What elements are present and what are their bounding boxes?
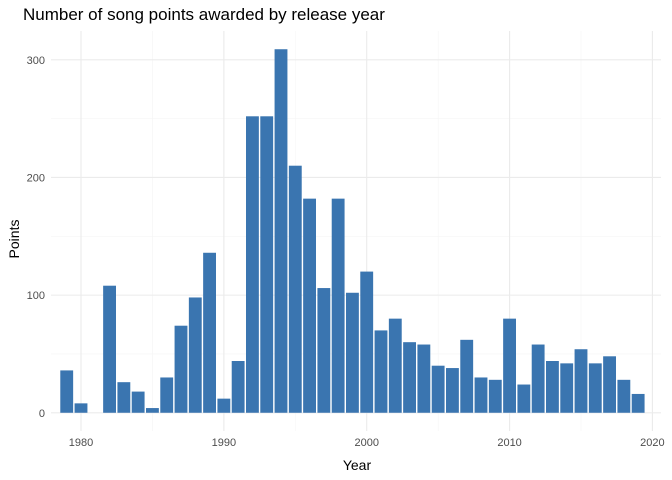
y-tick-label: 300 [27,55,45,67]
y-tick-label: 200 [27,172,45,184]
bar [517,384,531,413]
y-axis-ticks: 0 100 200 300 [27,55,45,420]
bar [588,363,602,413]
y-tick-label: 100 [27,290,45,302]
x-axis-title: Year [343,457,372,473]
x-axis-ticks: 1980 1990 2000 2010 2020 [69,437,665,449]
bar [274,49,288,413]
chart-title: Number of song points awarded by release… [23,5,385,24]
x-tick-label: 2000 [354,437,378,449]
bar [474,377,488,413]
bar [203,252,216,413]
bar [317,288,331,413]
bar [403,342,416,413]
bar [603,356,616,413]
bar [146,408,159,413]
bar [331,198,345,413]
bar [303,198,316,413]
y-axis-title: Points [6,220,22,259]
bar [217,398,231,413]
bar [431,365,445,413]
y-tick-label: 0 [39,408,45,420]
bar [631,393,645,413]
x-tick-label: 2010 [497,437,521,449]
x-tick-label: 2020 [640,437,664,449]
bar [531,344,545,413]
bar [74,403,88,413]
bar [231,361,245,413]
bar [417,344,431,413]
bar [131,391,145,413]
bar [260,116,274,413]
x-tick-label: 1980 [69,437,93,449]
bar [560,363,574,413]
x-tick-label: 1990 [212,437,236,449]
bar [388,318,402,413]
bar [503,318,516,413]
bar [188,297,202,413]
bar [160,377,174,413]
bar [288,165,302,413]
bars [60,49,645,413]
bar [174,325,188,413]
bar [574,349,588,413]
bar [460,339,474,413]
bar [103,285,116,413]
bar [617,379,631,413]
bar [346,292,359,413]
bar [488,379,502,413]
bar [360,271,374,413]
bar [446,368,459,413]
bar [546,361,559,413]
bar [374,330,388,413]
bar [60,370,74,413]
bar [246,116,259,413]
bar [117,382,131,413]
